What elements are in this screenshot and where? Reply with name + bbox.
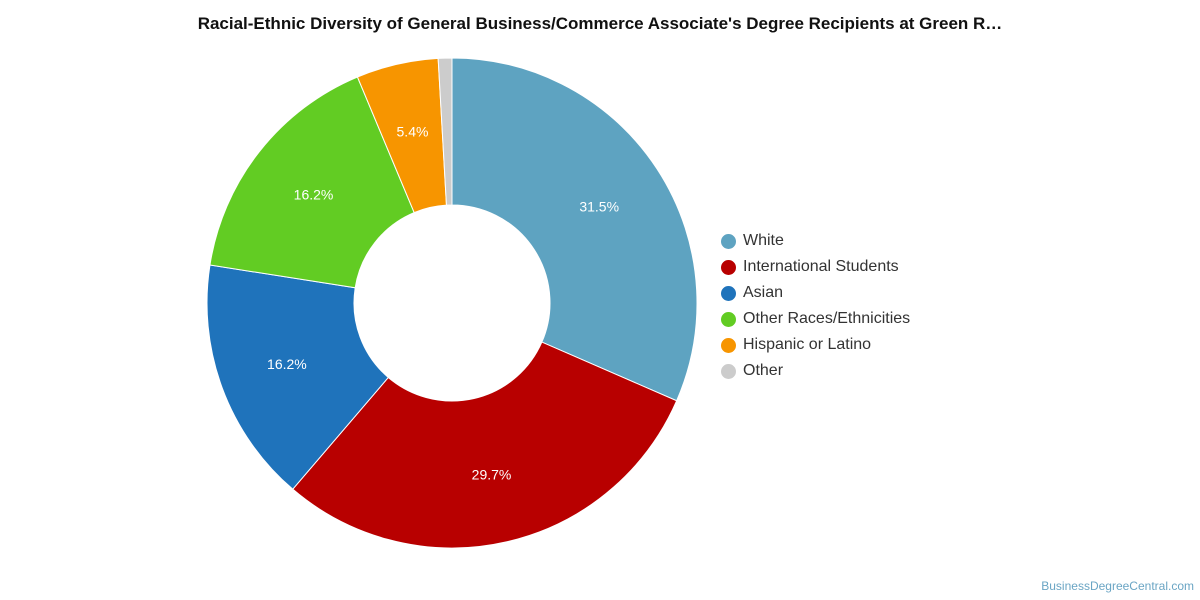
source-credit[interactable]: BusinessDegreeCentral.com: [1041, 579, 1194, 593]
legend-item-asian[interactable]: Asian: [721, 280, 910, 306]
chart-legend: White International Students Asian Other Ra…: [721, 228, 910, 384]
legend-swatch-icon: [721, 311, 736, 327]
legend-label: Asian: [743, 284, 784, 301]
slice-white[interactable]: [451, 57, 698, 402]
donut-slice-labels: 31.5% 29.7% 16.2% 16.2% 5.4%: [267, 123, 619, 482]
legend-swatch-icon: [721, 259, 736, 275]
slice-other[interactable]: [437, 57, 453, 206]
slice-other-races-ethnicities[interactable]: [209, 76, 415, 289]
legend-item-hispanic-or-latino[interactable]: Hispanic or Latino: [721, 332, 910, 358]
legend-label: Other Races/Ethnicities: [743, 310, 911, 327]
legend-label: International Students: [743, 258, 899, 275]
legend-swatch-icon: [721, 233, 736, 249]
slice-asian[interactable]: [206, 264, 390, 490]
legend-label: Hispanic or Latino: [743, 336, 872, 353]
donut-slices: [206, 57, 698, 549]
slice-label-white: 31.5%: [579, 199, 619, 215]
legend-item-other-races-ethnicities[interactable]: Other Races/Ethnicities: [721, 306, 910, 332]
slice-label-asian: 16.2%: [267, 356, 307, 372]
legend-swatch-icon: [721, 363, 736, 379]
legend-label: Other: [743, 362, 784, 379]
legend-item-white[interactable]: White: [721, 228, 910, 254]
legend-item-international-students[interactable]: International Students: [721, 254, 910, 280]
slice-label-other-races-ethnicities: 16.2%: [294, 186, 334, 202]
legend-swatch-icon: [721, 337, 736, 353]
legend-swatch-icon: [721, 285, 736, 301]
slice-label-international-students: 29.7%: [472, 467, 512, 483]
legend-label: White: [743, 232, 784, 249]
chart-title: Racial-Ethnic Diversity of General Busin…: [197, 14, 1003, 33]
legend-item-other[interactable]: Other: [721, 358, 910, 384]
slice-international-students[interactable]: [292, 341, 678, 549]
slice-label-hispanic-or-latino: 5.4%: [397, 123, 429, 139]
